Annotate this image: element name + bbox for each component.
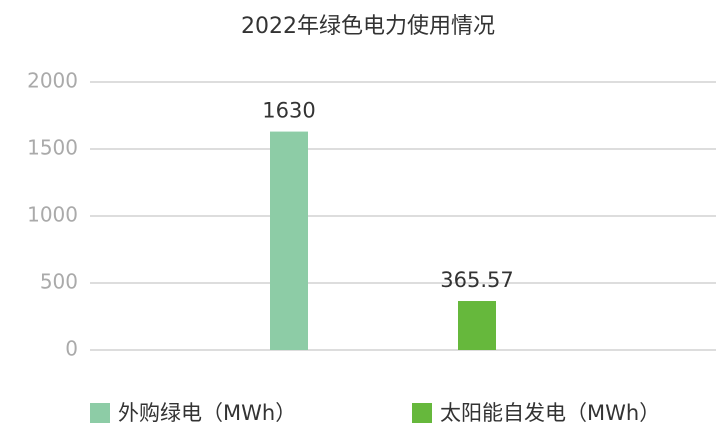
chart-title: 2022年绿色电力使用情况 — [241, 14, 495, 39]
y-tick-label: 2000 — [27, 69, 78, 93]
bar — [270, 131, 308, 350]
y-tick-label: 500 — [40, 270, 78, 294]
legend-label: 太阳能自发电（MWh） — [440, 401, 660, 425]
legend-label: 外购绿电（MWh） — [118, 401, 296, 425]
bar — [458, 301, 496, 350]
y-tick-label: 1000 — [27, 203, 78, 227]
data-label: 365.57 — [440, 268, 513, 292]
y-tick-label: 0 — [65, 337, 78, 361]
legend-swatch — [90, 403, 110, 423]
data-label: 1630 — [262, 99, 315, 123]
y-tick-label: 1500 — [27, 136, 78, 160]
legend-swatch — [412, 403, 432, 423]
